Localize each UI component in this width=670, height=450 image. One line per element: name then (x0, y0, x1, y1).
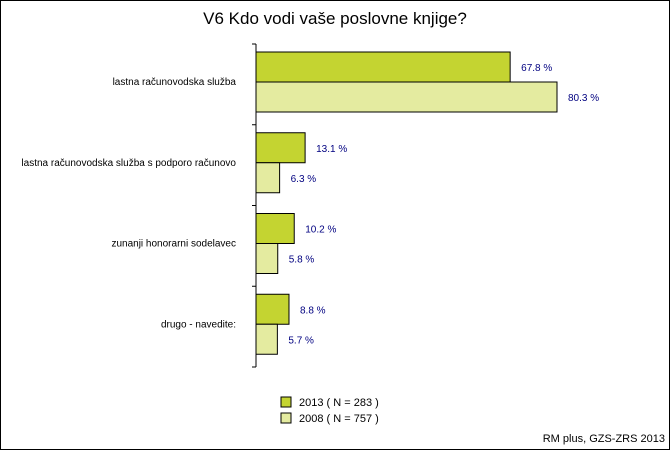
bar-2013 (255, 51, 511, 83)
bar-2008 (255, 162, 281, 194)
chart-title: V6 Kdo vodi vaše poslovne knjige? (203, 9, 467, 28)
data-label: 80.3 % (568, 93, 599, 104)
bar-2013 (255, 213, 295, 244)
data-label: 5.8 % (289, 255, 315, 266)
category-label: zunanji honorarni sodelavec (111, 239, 236, 250)
credit-text: RM plus, GZS-ZRS 2013 (542, 433, 665, 445)
bar-2008 (255, 81, 558, 113)
legend-swatch (280, 396, 292, 408)
legend-label: 2013 ( N = 283 ) (299, 397, 379, 409)
legend-label: 2008 ( N = 757 ) (299, 413, 379, 425)
bar-2013 (255, 293, 290, 325)
data-label: 5.7 % (288, 335, 314, 346)
category-label: lastna računovodska služba (113, 77, 237, 88)
bar-2008 (255, 323, 278, 355)
legend-swatch (280, 412, 292, 424)
bar-2008 (255, 243, 279, 274)
data-label: 6.3 % (291, 174, 317, 185)
data-label: 8.8 % (300, 305, 326, 316)
bar-2013 (255, 132, 306, 164)
category-label: lastna računovodska služba s podporo rač… (21, 158, 236, 169)
data-label: 10.2 % (305, 225, 336, 236)
data-label: 67.8 % (521, 63, 552, 74)
data-label: 13.1 % (316, 144, 347, 155)
category-label: drugo - navedite: (161, 319, 236, 330)
